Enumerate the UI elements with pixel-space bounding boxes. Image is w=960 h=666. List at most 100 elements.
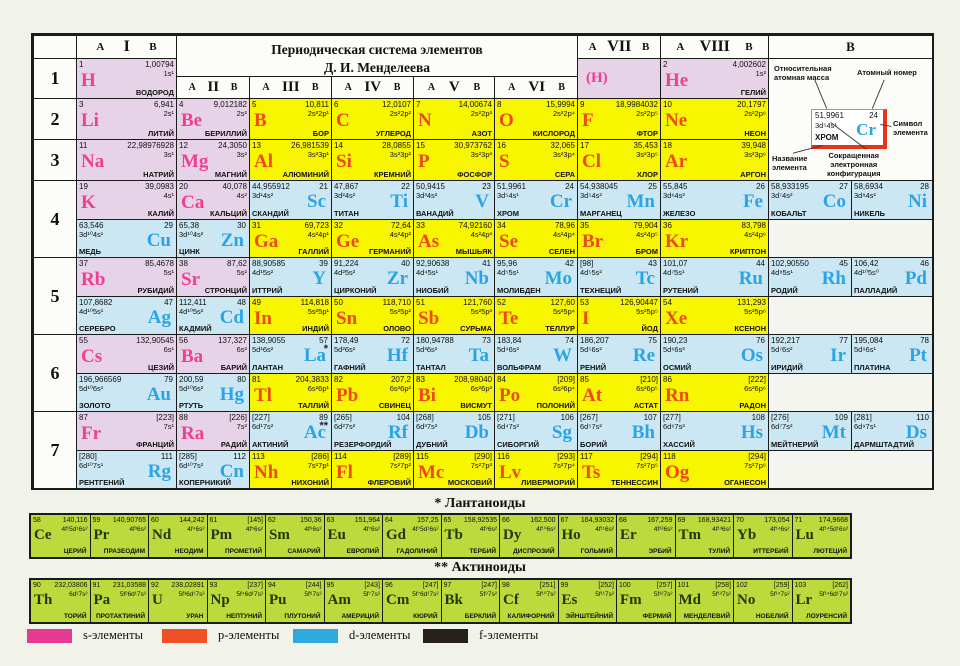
atomic-mass: 20,1797 xyxy=(737,100,766,109)
atomic-mass: 127,60 xyxy=(550,298,575,307)
element-cell-Ra: 88 [226] 7s² Ra РАДИЙ xyxy=(176,411,249,450)
element-cell-Nd: 60 144,242 4f⁴6s² Nd НЕОДИМ xyxy=(148,515,207,557)
element-symbol: Sb xyxy=(418,308,440,329)
atomic-number: 1 xyxy=(79,60,84,69)
period-1: 1 xyxy=(33,58,76,98)
electron-config: 5d⁴6s² xyxy=(497,345,519,354)
atomic-number: 4 xyxy=(179,100,184,109)
atomic-number: 116 xyxy=(497,452,510,461)
atomic-number: 41 xyxy=(482,259,491,268)
element-name: ЛОУРЕНСИЙ xyxy=(806,612,847,620)
element-symbol: Cd xyxy=(219,307,244,328)
element-cell-Nb: 41 92,90638 4d⁴5s¹ Nb НИОБИЙ xyxy=(413,257,494,296)
electron-config: 3s²3p² xyxy=(389,150,411,159)
element-cell-Pt: 78 195,084 5d⁹6s¹ Pt ПЛАТИНА xyxy=(851,334,932,373)
atomic-number: 27 xyxy=(839,182,848,191)
electron-config: 6d¹⁰7s² xyxy=(179,461,204,470)
period-number: 7 xyxy=(50,439,60,460)
element-cell-Cf: 98 [251] 5f¹⁰7s² Cf КАЛИФОРНИЙ xyxy=(499,580,558,622)
element-symbol: Sn xyxy=(336,308,358,329)
atomic-mass: 200,59 xyxy=(179,375,204,384)
electron-config: 3d¹4s² xyxy=(252,191,274,200)
element-cell-Sr: 38 87,62 5s² Sr СТРОНЦИЙ xyxy=(176,257,249,296)
atomic-mass: [276] xyxy=(771,413,789,422)
element-cell-Sb: 51 121,760 5s²5p³ Sb СУРЬМА xyxy=(413,296,494,334)
element-symbol: Ni xyxy=(908,191,927,212)
element-cell-H: 1 1,00794 1s¹ H ВОДОРОД xyxy=(76,58,176,98)
atomic-mass: 44,955912 xyxy=(252,182,290,191)
element-cell-Po: 84 [209] 6s²6p⁴ Po ПОЛОНИЙ xyxy=(494,373,577,411)
electron-config: 6d¹⁰7s¹ xyxy=(79,461,104,470)
atomic-number: 25 xyxy=(648,182,657,191)
element-symbol: Sg xyxy=(551,422,572,443)
element-cell-As: 33 74,92160 4s²4p³ As МЫШЬЯК xyxy=(413,219,494,257)
group-letter-a: А xyxy=(676,41,685,53)
atomic-number: 62 xyxy=(268,517,276,524)
element-name: ЦИНК xyxy=(179,246,200,256)
title-line2: Д. И. Менделеева xyxy=(323,59,431,75)
element-symbol: (H) xyxy=(586,70,608,86)
element-name: ГЕРМАНИЙ xyxy=(368,246,411,256)
element-symbol: Pr xyxy=(93,527,110,543)
atomic-mass: 18,9984032 xyxy=(615,100,658,109)
atomic-mass: 118,710 xyxy=(382,298,411,307)
atomic-mass: 207,2 xyxy=(390,375,411,384)
atomic-number: 67 xyxy=(560,517,569,524)
atomic-number: 83 xyxy=(416,375,425,384)
element-cell-Bh: 107 [267] 6d⁵7s² Bh БОРИЙ xyxy=(577,411,660,450)
electron-config: 4f⁷5d¹6s² xyxy=(412,526,439,533)
empty-cell xyxy=(768,450,932,488)
element-name: ТЕРБИЙ xyxy=(469,547,496,555)
element-name: ЦЕРИЙ xyxy=(63,547,87,555)
electron-config: 4f¹²6s² xyxy=(653,526,673,533)
element-symbol: Dy xyxy=(503,527,522,543)
element-symbol: Nd xyxy=(152,527,172,543)
element-name: СЕЛЕН xyxy=(548,246,575,256)
element-symbol: Ge xyxy=(336,231,360,252)
element-symbol: Gd xyxy=(386,527,407,543)
element-cell-Os: 76 190,23 5d⁶6s² Os ОСМИЙ xyxy=(660,334,768,373)
element-cell-Ti: 22 47,867 3d²4s² Ti ТИТАН xyxy=(331,180,413,219)
element-symbol: Co xyxy=(822,191,846,212)
atomic-mass: [243] xyxy=(364,582,380,589)
atomic-number: 19 xyxy=(79,182,88,191)
electron-config: 4s²4p⁶ xyxy=(744,230,766,239)
title-text: Периодическая система элементов Д. И. Ме… xyxy=(177,36,577,76)
electron-config: 7s²7p⁵ xyxy=(636,461,658,470)
atomic-mass: 79,904 xyxy=(633,221,658,230)
element-name: ГОЛЬМИЙ xyxy=(580,547,613,555)
element-symbol: Y xyxy=(312,268,326,289)
electron-config: 3d⁶4s² xyxy=(663,191,685,200)
element-symbol: Np xyxy=(210,592,230,608)
element-cell-Db: 105 [268] 6d³7s² Db ДУБНИЙ xyxy=(413,411,494,450)
electron-config: 1s² xyxy=(755,69,766,78)
lanthanides-header: * Лантаноиды xyxy=(434,496,526,511)
atomic-mass: [258] xyxy=(715,582,731,589)
atomic-mass: 14,00674 xyxy=(458,100,492,109)
atomic-number: 49 xyxy=(252,298,261,307)
element-cell-Ca: 20 40,078 4s² Ca КАЛЬЦИЙ xyxy=(176,180,249,219)
element-name: КОБАЛЬТ xyxy=(771,208,807,218)
atomic-mass: [237] xyxy=(247,582,263,589)
atomic-mass: 39,948 xyxy=(741,141,766,150)
element-symbol: As xyxy=(418,231,440,252)
element-symbol: Mc xyxy=(418,462,445,483)
group-letter-b: В xyxy=(149,41,157,53)
element-symbol: Mo xyxy=(544,268,572,289)
element-symbol: Cf xyxy=(503,592,519,608)
electron-config: 2s¹ xyxy=(163,109,174,118)
group-roman: I xyxy=(123,38,130,55)
atomic-number: 38 xyxy=(179,259,188,268)
element-name: ГЕЛИЙ xyxy=(740,87,766,97)
element-name: ХЛОР xyxy=(636,169,658,179)
atomic-mass: 30,973762 xyxy=(454,141,492,150)
element-symbol: Rg xyxy=(147,461,171,482)
electron-config: 7s²7p³ xyxy=(470,461,492,470)
legend-item-p-elements: p-элементы xyxy=(162,628,279,643)
element-symbol: Lu xyxy=(795,527,814,543)
element-name: МОЛИБДЕН xyxy=(497,285,541,295)
atomic-mass: 28,0855 xyxy=(382,141,411,150)
element-name: СЕРА xyxy=(554,169,575,179)
electron-config: 7s¹ xyxy=(163,422,174,431)
atomic-number: 104 xyxy=(396,413,410,422)
